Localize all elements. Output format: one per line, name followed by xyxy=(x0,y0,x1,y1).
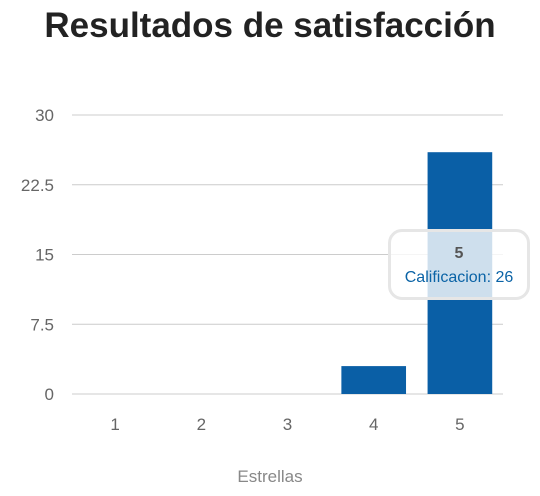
y-tick-label: 30 xyxy=(35,106,54,125)
bar-tooltip: 5 Calificacion: 26 xyxy=(388,229,530,300)
y-axis-ticks: 0 7.5 15 22.5 30 xyxy=(21,106,54,404)
y-tick-label: 7.5 xyxy=(30,315,54,334)
x-axis-ticks: 1 2 3 4 5 xyxy=(110,415,464,434)
x-tick-label: 3 xyxy=(283,415,292,434)
tooltip-value: Calificacion: 26 xyxy=(404,269,514,286)
y-tick-label: 0 xyxy=(45,385,54,404)
x-tick-label: 1 xyxy=(110,415,119,434)
chart-title: Resultados de satisfacción xyxy=(44,6,496,45)
x-tick-label: 4 xyxy=(369,415,378,434)
x-tick-label: 5 xyxy=(455,415,464,434)
bar-4[interactable] xyxy=(341,366,407,394)
y-tick-label: 22.5 xyxy=(21,176,54,195)
x-tick-label: 2 xyxy=(197,415,206,434)
y-tick-label: 15 xyxy=(35,246,54,265)
x-axis-title: Estrellas xyxy=(237,467,302,486)
tooltip-category: 5 xyxy=(454,245,464,262)
